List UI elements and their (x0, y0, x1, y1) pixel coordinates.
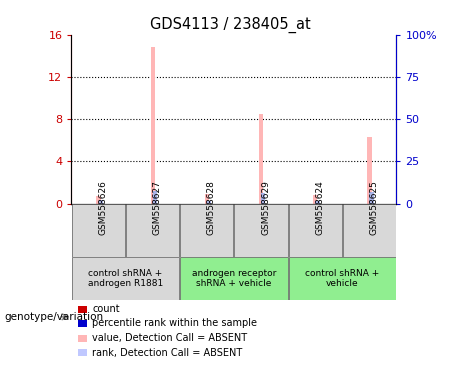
Bar (180, 257, 288, 300)
Bar (289, 257, 396, 300)
Text: control shRNA +
vehicle: control shRNA + vehicle (305, 269, 379, 288)
Bar (367, 137, 372, 204)
Text: GSM558626: GSM558626 (99, 180, 107, 235)
Bar (180, 204, 233, 257)
Text: GDS4113 / 238405_at: GDS4113 / 238405_at (150, 17, 311, 33)
Text: GSM558625: GSM558625 (369, 180, 378, 235)
Bar (126, 204, 179, 257)
Bar (207, 201, 211, 204)
Bar (313, 195, 317, 204)
Bar (72, 257, 179, 300)
Bar (369, 192, 374, 204)
Bar (153, 191, 157, 204)
Text: control shRNA +
androgen R1881: control shRNA + androgen R1881 (88, 269, 163, 288)
Text: value, Detection Call = ABSENT: value, Detection Call = ABSENT (92, 333, 247, 343)
Bar (235, 204, 288, 257)
Text: GSM558624: GSM558624 (315, 180, 324, 235)
Bar (261, 193, 266, 204)
Bar (259, 114, 263, 204)
Bar (343, 204, 396, 257)
Text: genotype/variation: genotype/variation (5, 312, 104, 322)
Text: GSM558628: GSM558628 (207, 180, 216, 235)
Text: rank, Detection Call = ABSENT: rank, Detection Call = ABSENT (92, 348, 242, 358)
Bar (72, 204, 125, 257)
Text: percentile rank within the sample: percentile rank within the sample (92, 318, 257, 328)
Bar (99, 200, 103, 204)
Text: GSM558629: GSM558629 (261, 180, 270, 235)
Text: androgen receptor
shRNA + vehicle: androgen receptor shRNA + vehicle (192, 269, 276, 288)
Bar (315, 201, 319, 204)
Bar (205, 194, 209, 204)
Bar (96, 196, 100, 204)
Text: GSM558627: GSM558627 (153, 180, 162, 235)
Text: count: count (92, 304, 120, 314)
Bar (289, 204, 342, 257)
Bar (151, 47, 155, 204)
